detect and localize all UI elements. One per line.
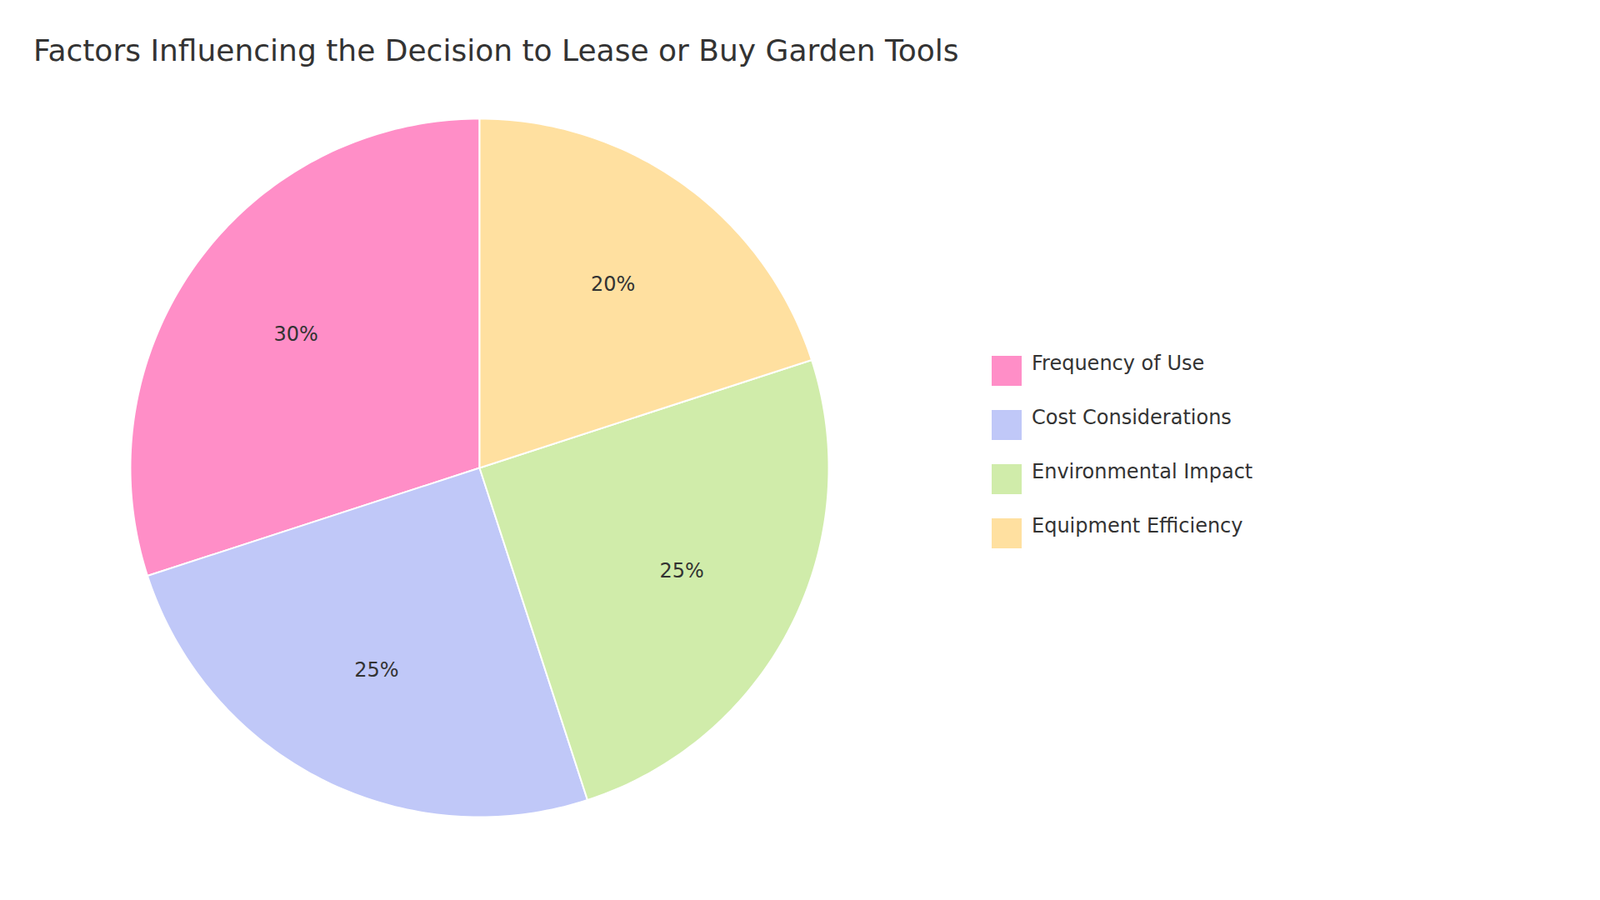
- svg-text:25%: 25%: [660, 559, 705, 583]
- html-text:Cost Considerations: Cost Considerations: [1031, 405, 1232, 430]
- svg-text:20%: 20%: [590, 272, 635, 296]
- html-text:Equipment Efficiency: Equipment Efficiency: [1031, 514, 1243, 538]
- html-text:Factors Influencing the Decisi: Factors Influencing the Decision to Leas…: [33, 33, 959, 68]
- html-text:Frequency of Use: Frequency of Use: [1031, 351, 1205, 375]
- svg-text:25%: 25%: [354, 658, 399, 682]
- html-text:Environmental Impact: Environmental Impact: [1031, 460, 1253, 484]
- svg-text:30%: 30%: [273, 322, 318, 346]
